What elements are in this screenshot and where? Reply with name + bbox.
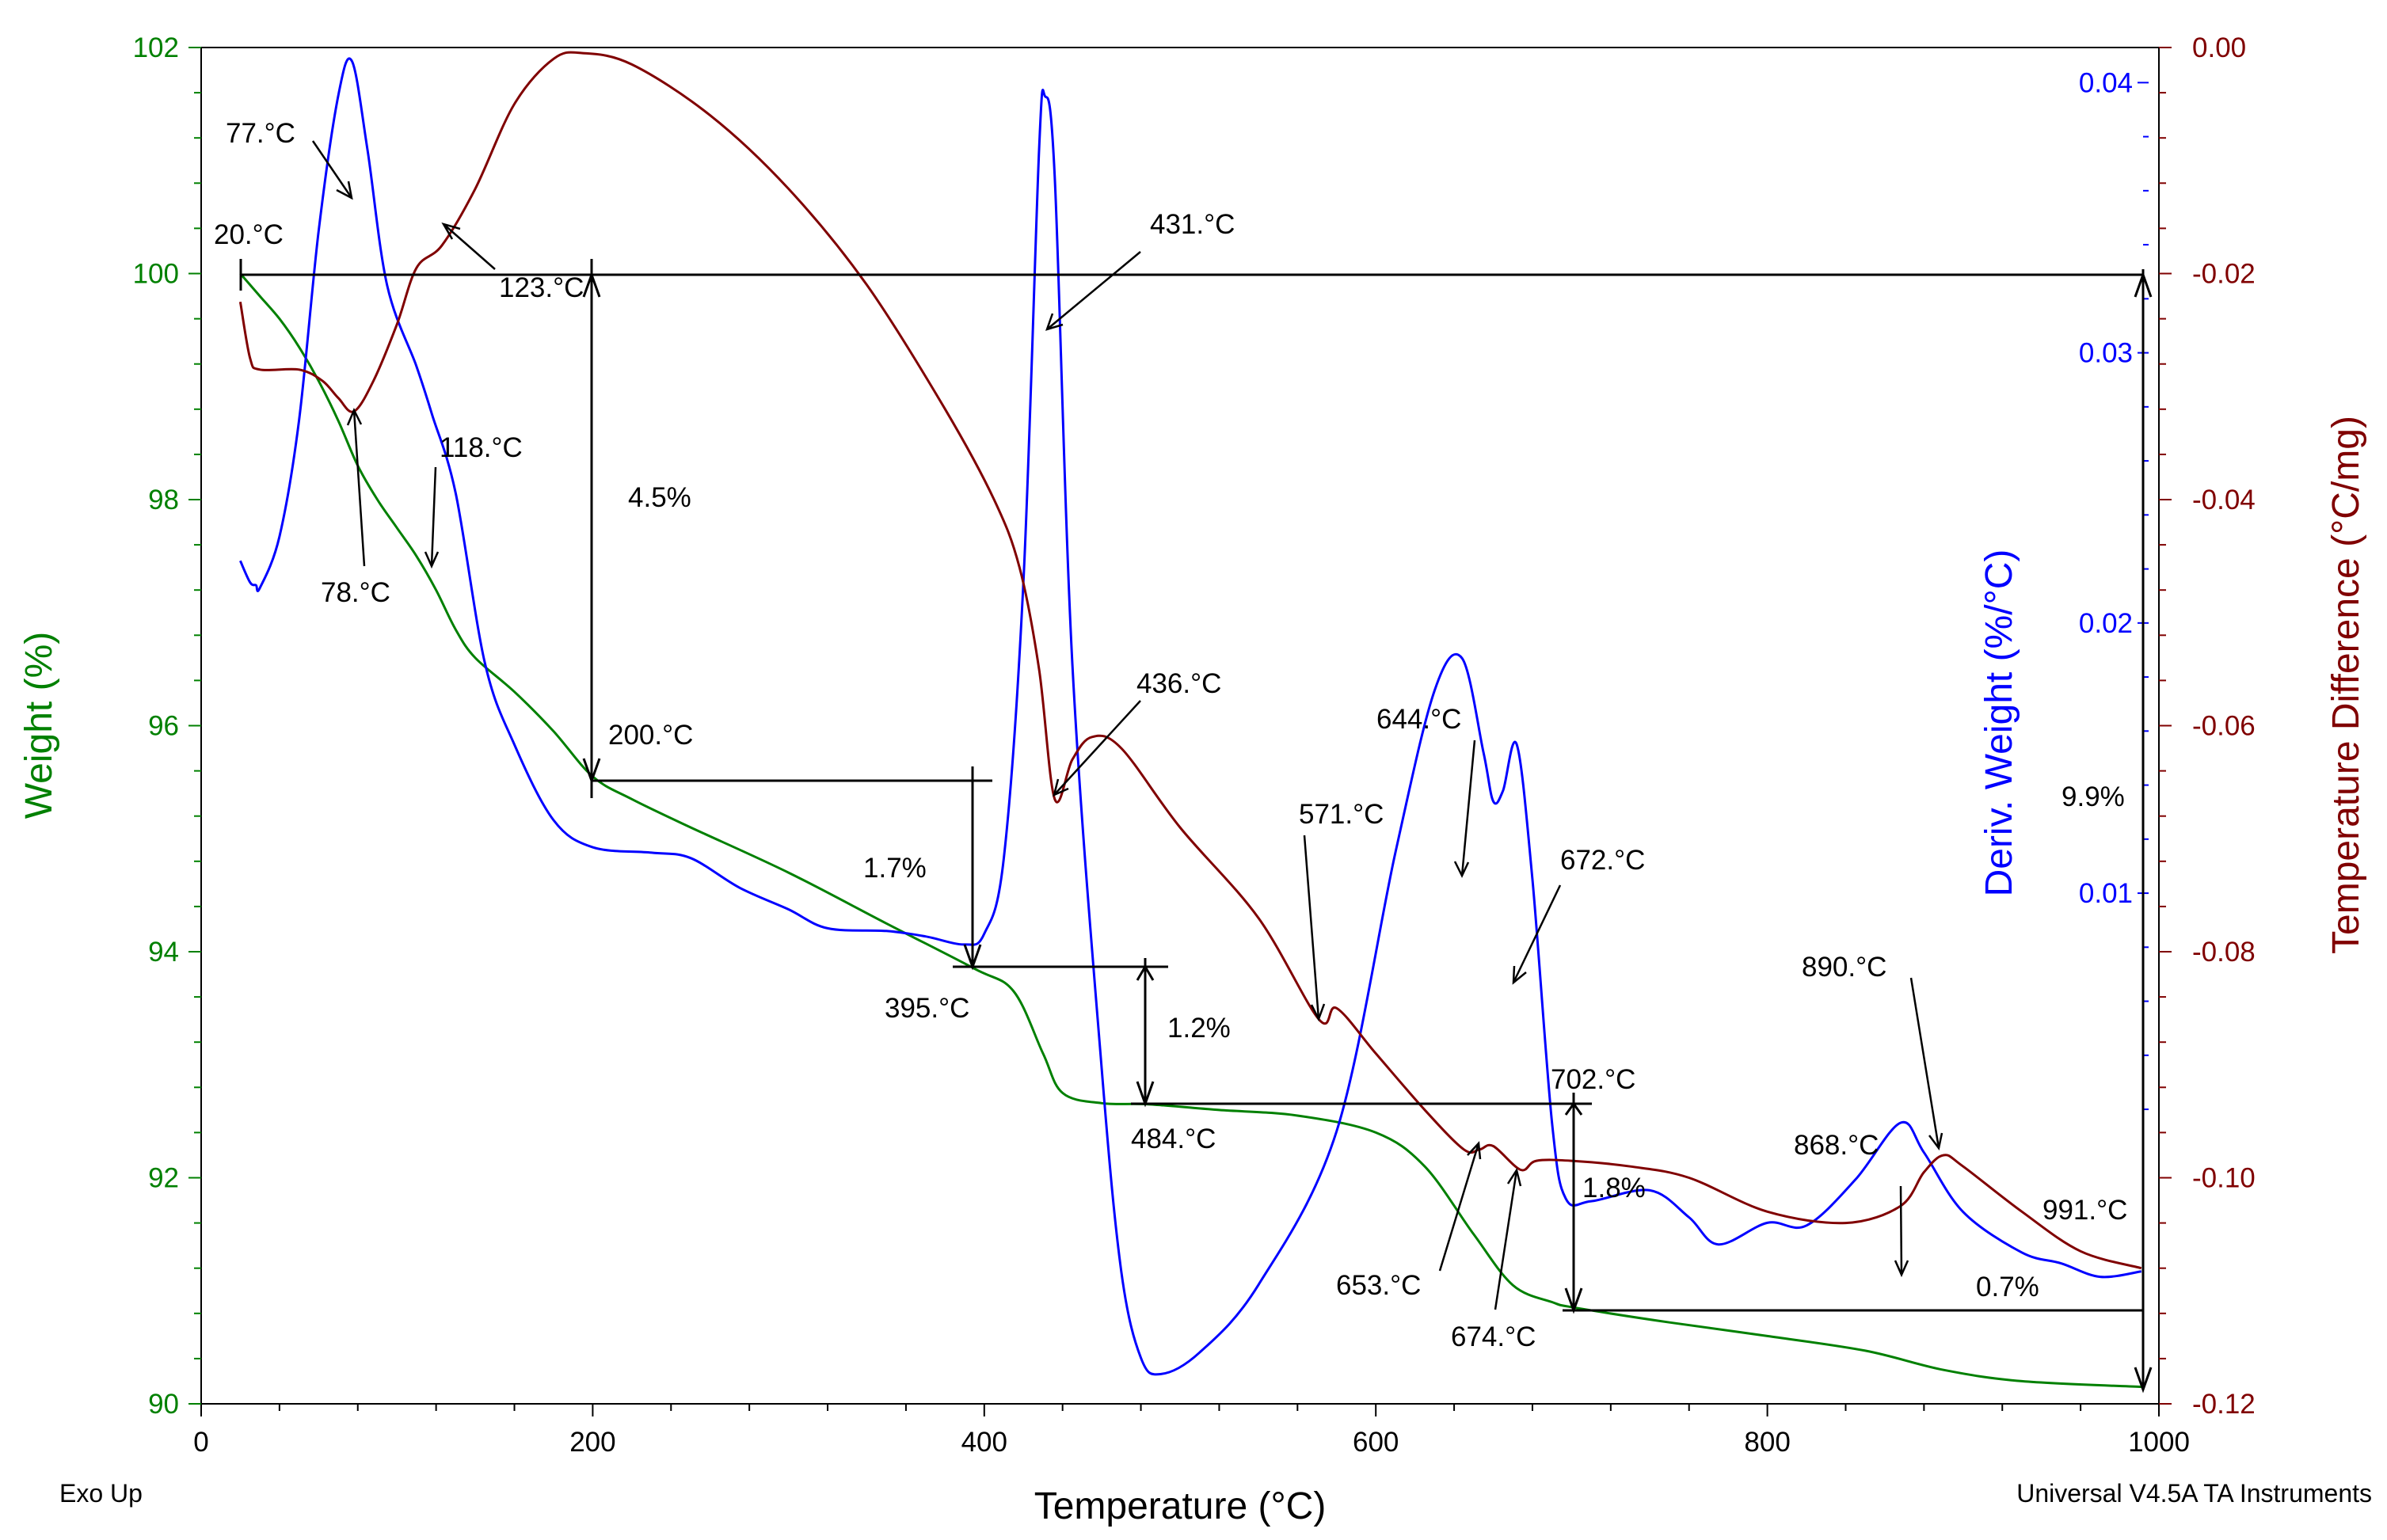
y-right-tick-label: -0.10 — [2192, 1163, 2256, 1194]
annotation-label: 77.°C — [226, 118, 295, 149]
y-left-title: Weight (%) — [18, 632, 60, 819]
x-axis-title: Temperature (°C) — [1034, 1485, 1327, 1527]
y-right-tick-label: -0.04 — [2192, 485, 2256, 515]
x-tick-label: 600 — [1353, 1427, 1399, 1458]
y-deriv-tick-label: 0.04 — [2079, 67, 2133, 98]
y-left-tick-label: 100 — [133, 259, 179, 290]
series-line-weight — [239, 272, 2141, 1389]
step-lines — [239, 259, 2145, 1390]
y-left-tick-label: 92 — [148, 1163, 179, 1194]
annotation-label: 436.°C — [1136, 668, 1221, 699]
y-right-tick-label: -0.06 — [2192, 711, 2256, 742]
annotation-label: 484.°C — [1131, 1124, 1216, 1154]
y-left-tick-label: 102 — [133, 32, 179, 63]
x-tick-label: 800 — [1744, 1427, 1790, 1458]
annotation-label: 118.°C — [440, 432, 523, 463]
footer-instrument: Universal V4.5A TA Instruments — [2016, 1479, 2372, 1508]
x-tick-label: 200 — [569, 1427, 615, 1458]
x-tick-label: 0 — [193, 1427, 208, 1458]
y-left-tick-label: 96 — [148, 711, 179, 742]
annotation-label: 431.°C — [1150, 209, 1235, 240]
y-left-tick-label: 90 — [148, 1389, 179, 1420]
y-left-tick-label: 94 — [148, 937, 179, 968]
series-line-temperature-difference — [238, 51, 2142, 1270]
annotation-label: 78.°C — [321, 577, 390, 608]
annotation-label: 672.°C — [1560, 845, 1645, 876]
annotation-label: 890.°C — [1802, 952, 1886, 983]
y-right-tick-label: -0.08 — [2192, 937, 2256, 968]
callout-arrows — [311, 140, 1943, 1310]
y-left-tick-label: 98 — [148, 485, 179, 515]
y-right-tick-label: -0.12 — [2192, 1389, 2256, 1420]
annotation-label: 9.9% — [2062, 781, 2125, 812]
annotation-label: 0.7% — [1976, 1272, 2039, 1302]
annotation-label: 20.°C — [214, 219, 284, 250]
plot-frame — [200, 47, 2160, 1405]
annotation-label: 991.°C — [2042, 1195, 2127, 1226]
y-right-tick-label: 0.00 — [2192, 32, 2246, 63]
y-deriv-title: Deriv. Weight (%/°C) — [1978, 549, 2020, 897]
annotation-label: 644.°C — [1376, 704, 1461, 735]
x-tick-label: 1000 — [2128, 1427, 2190, 1458]
annotation-label: 571.°C — [1299, 799, 1384, 830]
series-line-deriv-weight — [239, 57, 2142, 1376]
y-deriv-tick-label: 0.02 — [2079, 608, 2133, 639]
annotation-label: 868.°C — [1794, 1130, 1879, 1161]
annotation-label: 395.°C — [885, 993, 969, 1024]
annotation-label: 674.°C — [1451, 1321, 1536, 1352]
y-deriv-tick-label: 0.01 — [2079, 878, 2133, 909]
annotation-label: 702.°C — [1551, 1064, 1635, 1095]
annotation-label: 653.°C — [1336, 1270, 1421, 1301]
step-arrowheads — [582, 271, 2153, 1394]
annotation-label: 4.5% — [628, 482, 691, 513]
y-deriv-tick-label: 0.03 — [2079, 338, 2133, 369]
x-tick-label: 400 — [961, 1427, 1007, 1458]
footer-exo-up: Exo Up — [59, 1479, 143, 1508]
y-right-tick-label: -0.02 — [2192, 259, 2256, 290]
y-right-title: Temperature Difference (°C/mg) — [2325, 416, 2367, 954]
annotation-label: 1.2% — [1167, 1013, 1231, 1044]
annotation-label: 123.°C — [499, 272, 584, 303]
annotation-label: 200.°C — [608, 720, 693, 751]
annotation-label: 1.8% — [1582, 1173, 1646, 1203]
annotation-label: 1.7% — [863, 853, 927, 884]
